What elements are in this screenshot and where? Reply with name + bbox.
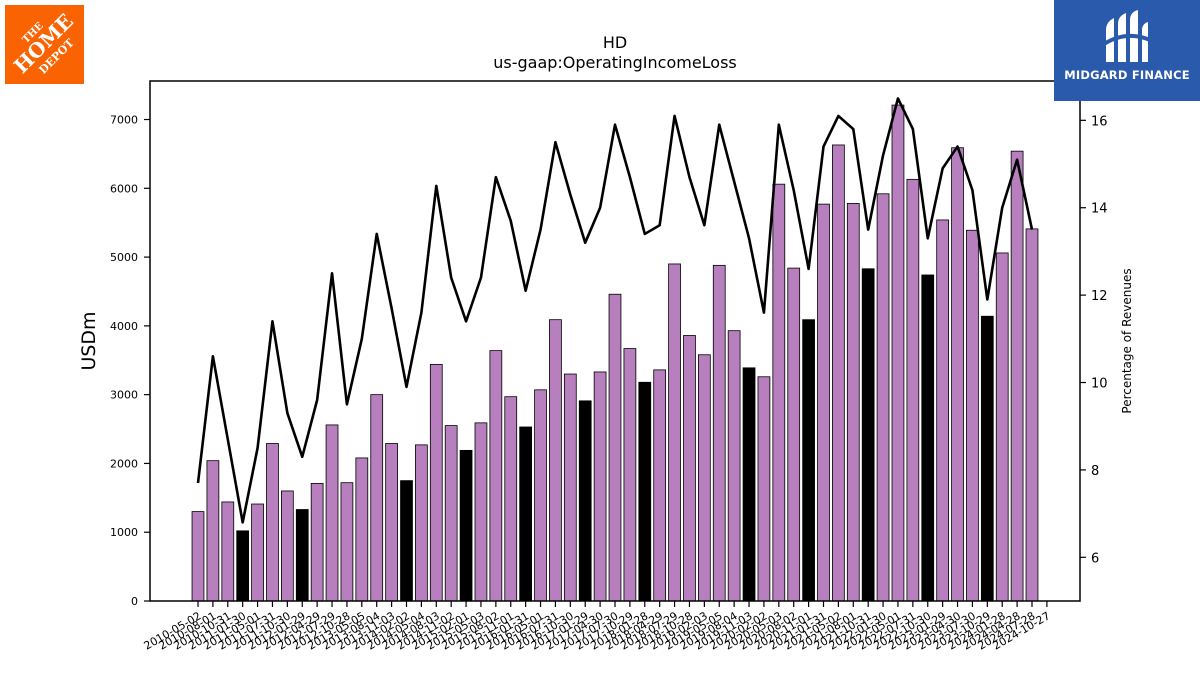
midgard-finance-logo-text: MIDGARD FINANCE <box>1064 68 1190 82</box>
y-tick-label: 4000 <box>110 320 138 333</box>
midgard-finance-emblem-icon <box>1102 10 1151 62</box>
bar <box>683 335 696 602</box>
bar <box>951 147 964 602</box>
bar <box>549 319 562 602</box>
bar <box>727 330 741 602</box>
bar <box>280 490 294 602</box>
midgard-finance-logo: MIDGARD FINANCE <box>1054 0 1200 101</box>
y2-tick-label: 16 <box>1091 114 1108 129</box>
bar <box>772 183 786 602</box>
bar <box>802 319 815 602</box>
bar <box>698 354 711 602</box>
bar <box>221 501 235 602</box>
bar <box>832 144 845 602</box>
bar <box>340 482 354 602</box>
bar <box>846 203 860 602</box>
bar <box>295 509 309 602</box>
bar <box>504 396 518 602</box>
y-tick-label: 3000 <box>110 389 138 402</box>
bar <box>355 457 369 602</box>
bar <box>1010 150 1024 602</box>
bar <box>966 229 979 602</box>
bar <box>444 425 458 602</box>
y-tick-label: 7000 <box>110 114 138 127</box>
y-tick-label: 2000 <box>110 457 138 470</box>
y-tick-label: 0 <box>131 595 138 608</box>
bar <box>563 373 577 602</box>
bar <box>742 367 756 602</box>
home-depot-logo-bg <box>5 5 84 84</box>
y2-tick-label: 8 <box>1091 464 1099 479</box>
bar <box>206 460 220 602</box>
y2-tick-label: 14 <box>1091 202 1108 217</box>
chart-title: HD <box>603 33 627 52</box>
bar <box>251 503 264 602</box>
y-axis-label: USDm <box>78 311 100 370</box>
bar <box>891 104 905 602</box>
bar <box>370 394 384 602</box>
bar <box>638 381 652 602</box>
bar <box>876 193 890 602</box>
bar <box>578 400 592 602</box>
bar <box>325 424 339 602</box>
bar <box>861 268 875 602</box>
bar <box>608 293 622 602</box>
bar <box>429 363 443 602</box>
y-tick-label: 6000 <box>110 182 138 195</box>
chart-subtitle: us-gaap:OperatingIncomeLoss <box>493 53 737 72</box>
bar <box>519 426 533 602</box>
bar <box>906 178 920 602</box>
y2-tick-label: 6 <box>1091 551 1099 566</box>
bar <box>489 350 503 602</box>
pct-revenues-line <box>196 97 1034 524</box>
bar <box>400 480 413 602</box>
bar <box>817 203 830 602</box>
bar <box>995 252 1009 602</box>
y2-tick-label: 10 <box>1091 377 1108 392</box>
bar <box>653 369 667 602</box>
pct-line-group <box>196 97 1034 524</box>
y-tick-label: 5000 <box>110 251 138 264</box>
bar <box>310 482 324 602</box>
bar <box>787 267 801 602</box>
axes-group: 0100020003000400050006000700068101214162… <box>110 80 1108 653</box>
y-tick-label: 1000 <box>110 526 138 539</box>
bar <box>757 376 771 602</box>
bars-group <box>191 104 1039 602</box>
bar <box>936 219 950 602</box>
bar <box>534 389 547 602</box>
y2-axis-label: Percentage of Revenues <box>1120 268 1134 413</box>
home-depot-logo: THE HOME DEPOT <box>5 5 84 84</box>
bar <box>921 274 935 602</box>
bar <box>712 264 726 602</box>
bar <box>459 449 473 602</box>
bar <box>668 263 681 602</box>
y2-tick-label: 12 <box>1091 289 1108 304</box>
bar <box>266 443 279 602</box>
bar <box>385 443 398 602</box>
bar <box>415 444 428 602</box>
bar <box>191 511 205 602</box>
bar <box>1025 228 1039 602</box>
bar <box>593 371 607 602</box>
bar <box>980 315 994 602</box>
bar <box>623 348 637 602</box>
bar <box>236 530 250 602</box>
bar <box>474 422 488 602</box>
